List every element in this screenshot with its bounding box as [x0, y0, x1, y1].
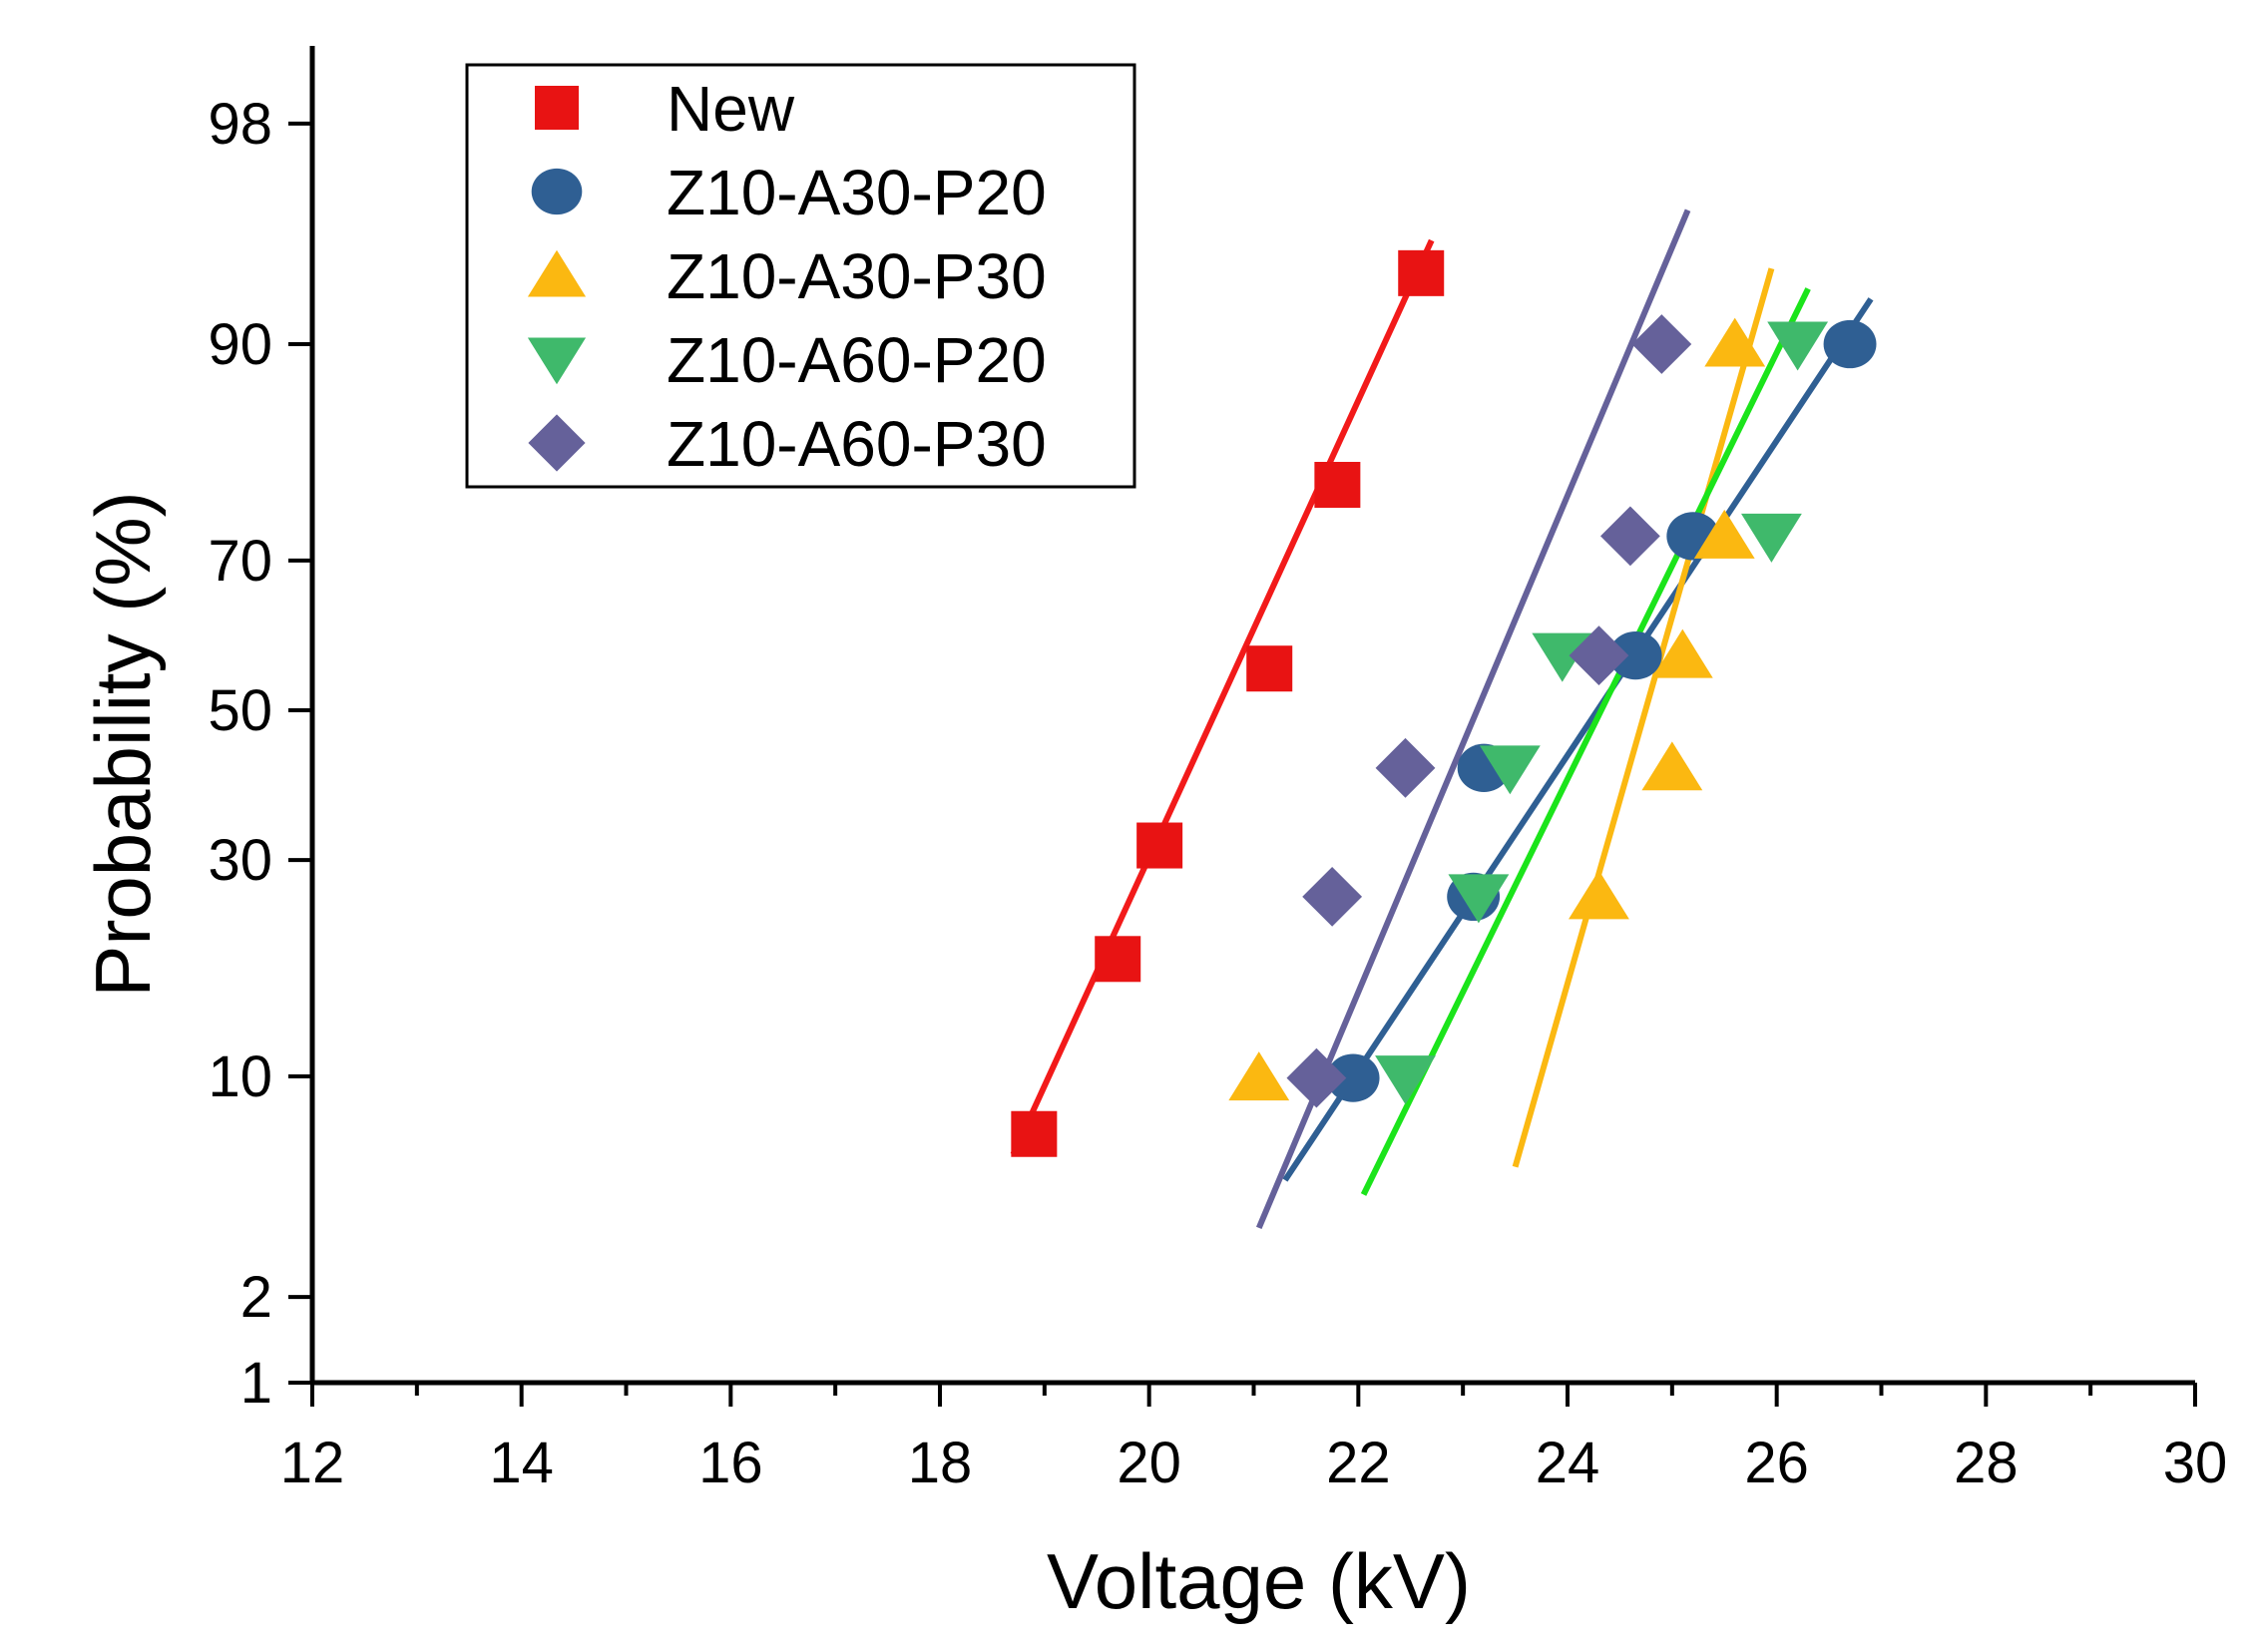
data-point-4-0	[1286, 1047, 1347, 1108]
data-point-0-1	[1095, 936, 1141, 983]
y-tick-label: 10	[208, 1044, 272, 1109]
y-tick-label: 2	[240, 1265, 272, 1330]
fit-line-1	[1282, 297, 1874, 1182]
x-tick-label: 30	[2163, 1431, 2228, 1495]
x-tick-label: 14	[489, 1431, 554, 1495]
x-tick-label: 26	[1744, 1431, 1809, 1495]
y-tick-label: 98	[208, 92, 272, 157]
fit-line-0	[1010, 238, 1435, 1156]
fit-line-2	[1512, 267, 1775, 1168]
x-axis-title: Voltage (kV)	[1047, 1537, 1471, 1625]
data-point-1-5	[1823, 319, 1877, 369]
data-point-2-3	[1651, 628, 1713, 678]
y-axis-ticks: 1 2 10 30 50 70 90 98	[208, 92, 312, 1416]
y-tick-label: 1	[240, 1351, 272, 1416]
data-point-0-5	[1398, 249, 1445, 296]
data-point-4-4	[1600, 506, 1660, 567]
legend-label-0: New	[667, 73, 795, 145]
x-tick-label: 24	[1536, 1431, 1600, 1495]
y-tick-label: 70	[208, 529, 272, 594]
legend-box	[465, 63, 1136, 489]
legend-label-1: Z10-A30-P20	[667, 157, 1047, 228]
data-point-2-4	[1693, 509, 1755, 559]
legend: New Z10-A30-P20 Z10-A30-P30 Z10-A60-P20 Z10-…	[465, 63, 1136, 489]
legend-label-3: Z10-A60-P20	[667, 324, 1047, 396]
data-point-3-5	[1767, 321, 1829, 371]
data-point-2-1	[1569, 870, 1629, 920]
data-point-0-2	[1136, 822, 1183, 869]
x-tick-label: 28	[1954, 1431, 2019, 1495]
data-point-3-2	[1479, 745, 1541, 795]
data-point-2-2	[1641, 741, 1703, 791]
legend-marker-3	[527, 337, 587, 385]
legend-marker-0	[535, 86, 579, 130]
fit-line-4	[1255, 208, 1691, 1230]
data-point-4-1	[1302, 866, 1363, 927]
data-point-0-3	[1246, 645, 1293, 692]
data-point-1-0	[1326, 1053, 1380, 1102]
legend-marker-1	[531, 168, 583, 215]
x-tick-label: 12	[280, 1431, 345, 1495]
data-point-4-2	[1375, 737, 1436, 798]
data-point-4-3	[1569, 625, 1629, 686]
x-tick-label: 18	[908, 1431, 973, 1495]
y-tick-label: 30	[208, 828, 272, 893]
x-axis-ticks: 12 14 16 18 20 22 24 26 28 30	[280, 1383, 2228, 1495]
data-point-2-5	[1704, 317, 1766, 367]
legend-marker-4	[528, 414, 586, 472]
legend-label-2: Z10-A30-P30	[667, 240, 1047, 312]
x-tick-label: 22	[1326, 1431, 1391, 1495]
data-point-2-0	[1228, 1051, 1290, 1101]
data-point-4-5	[1631, 314, 1692, 374]
y-tick-label: 90	[208, 312, 272, 377]
legend-marker-2	[527, 249, 587, 297]
data-point-3-1	[1448, 874, 1510, 924]
data-point-3-0	[1375, 1055, 1436, 1105]
data-points	[1011, 249, 1877, 1157]
data-point-1-3	[1608, 630, 1662, 680]
x-tick-label: 16	[698, 1431, 763, 1495]
data-point-3-3	[1532, 632, 1593, 682]
data-point-0-0	[1011, 1110, 1058, 1157]
legend-label-4: Z10-A60-P30	[667, 408, 1047, 480]
data-point-3-4	[1741, 513, 1802, 563]
y-tick-label: 50	[208, 678, 272, 743]
fit-lines	[1010, 208, 1874, 1230]
data-point-0-4	[1314, 462, 1361, 509]
x-tick-label: 20	[1117, 1431, 1181, 1495]
y-axis-title: Probability (%)	[79, 491, 167, 997]
fit-line-3	[1360, 287, 1811, 1196]
